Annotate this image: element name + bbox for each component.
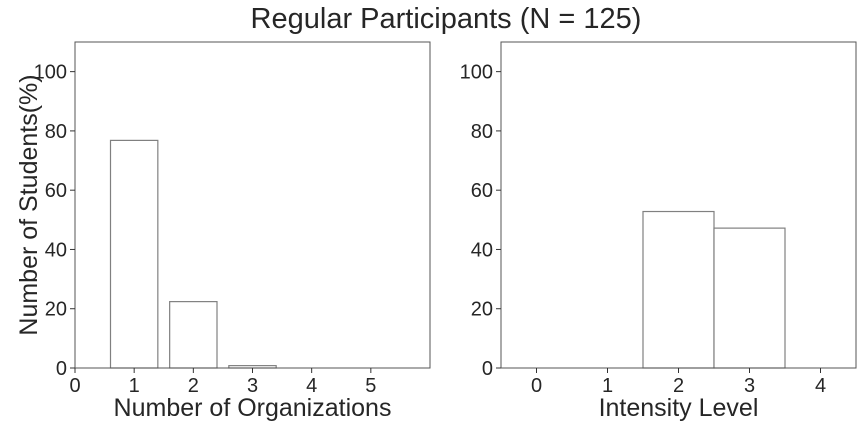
panel-organizations: 0 1 2 3 4 5 0 20 40 60 80 100 Number of Organizati… [15,41,431,422]
x-tick-label: 3 [247,375,258,397]
y-ticks-intensity: 0 20 40 60 80 100 [460,62,501,380]
x-axis-label-intensity: Intensity Level [599,394,759,422]
bar-1-2 [642,210,715,369]
y-tick-label: 20 [45,299,67,321]
y-tick-label: 100 [460,62,493,84]
x-tick-label: 3 [744,375,755,397]
y-tick-label: 80 [45,121,67,143]
y-tick-label: 60 [471,180,493,202]
x-tick-label: 4 [815,375,826,397]
x-ticks-organizations: 0 1 2 3 4 5 [69,368,376,397]
x-tick-label: 2 [673,375,684,397]
x-tick-label: 0 [69,375,80,397]
y-tick-label: 20 [471,299,493,321]
x-tick-label: 0 [531,375,542,397]
x-tick-label: 5 [365,375,376,397]
figure-title: Regular Participants (N = 125) [251,3,642,35]
y-axis-label: Number of Students(%) [15,74,43,335]
x-tick-label: 1 [129,375,140,397]
x-tick-label: 4 [306,375,317,397]
y-tick-label: 0 [56,358,67,380]
y-ticks-organizations: 0 20 40 60 80 100 [34,62,75,380]
bars-organizations [109,139,277,369]
x-ticks-intensity: 0 1 2 3 4 [531,368,826,397]
bar-0-1 [109,139,159,369]
y-tick-label: 40 [45,239,67,261]
panel-intensity: 0 1 2 3 4 0 20 40 60 80 100 Intensity Level [460,41,857,422]
y-tick-label: 40 [471,239,493,261]
bar-0-2 [169,301,218,369]
y-tick-label: 60 [45,180,67,202]
x-tick-label: 1 [602,375,613,397]
y-tick-label: 100 [34,62,67,84]
bars-intensity [642,210,786,369]
bar-1-3 [713,227,786,369]
x-axis-label-organizations: Number of Organizations [114,394,392,422]
x-tick-label: 2 [188,375,199,397]
y-tick-label: 0 [482,358,493,380]
y-tick-label: 80 [471,121,493,143]
